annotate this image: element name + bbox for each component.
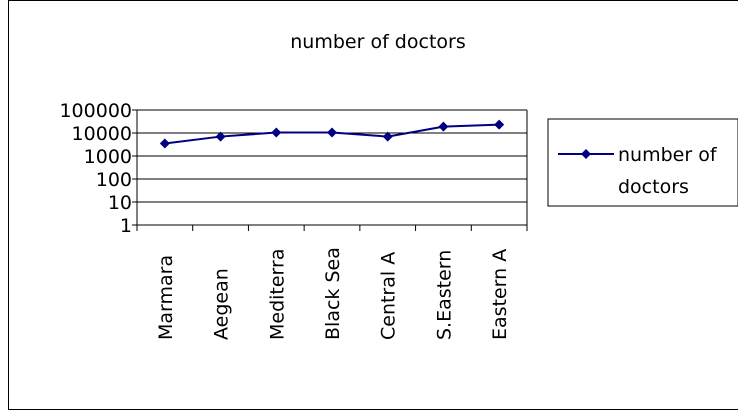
legend-series-marker [581, 149, 591, 159]
legend-series-label-line-2: doctors [618, 176, 689, 198]
x-tick-label: Central A [378, 252, 400, 340]
data-point [438, 121, 449, 132]
legend-box [547, 118, 738, 207]
legend-series-label-line-1: number of [618, 144, 718, 166]
y-tick-label: 100000 [59, 100, 132, 122]
y-tick-label: 10000 [72, 123, 132, 145]
x-tick-label: S.Eastern [433, 250, 455, 340]
data-point [159, 138, 170, 149]
x-tick-label: Black Sea [322, 247, 344, 340]
data-point [494, 119, 505, 130]
legend: number of doctors [547, 118, 738, 207]
data-point [271, 127, 282, 138]
chart-title: number of doctors [290, 31, 465, 53]
y-tick-label: 10 [108, 192, 132, 214]
y-tick-label: 100 [96, 169, 132, 191]
data-point [327, 127, 337, 138]
data-point [382, 131, 393, 142]
x-tick-label: Aegean [211, 268, 233, 340]
x-tick-label: Marmara [155, 255, 177, 340]
x-tick-label: Mediterra [266, 249, 288, 341]
data-point [215, 131, 226, 142]
x-tick-label: Eastern A [489, 249, 511, 340]
y-tick-label: 1000 [84, 146, 132, 168]
y-tick-label: 1 [120, 215, 132, 237]
